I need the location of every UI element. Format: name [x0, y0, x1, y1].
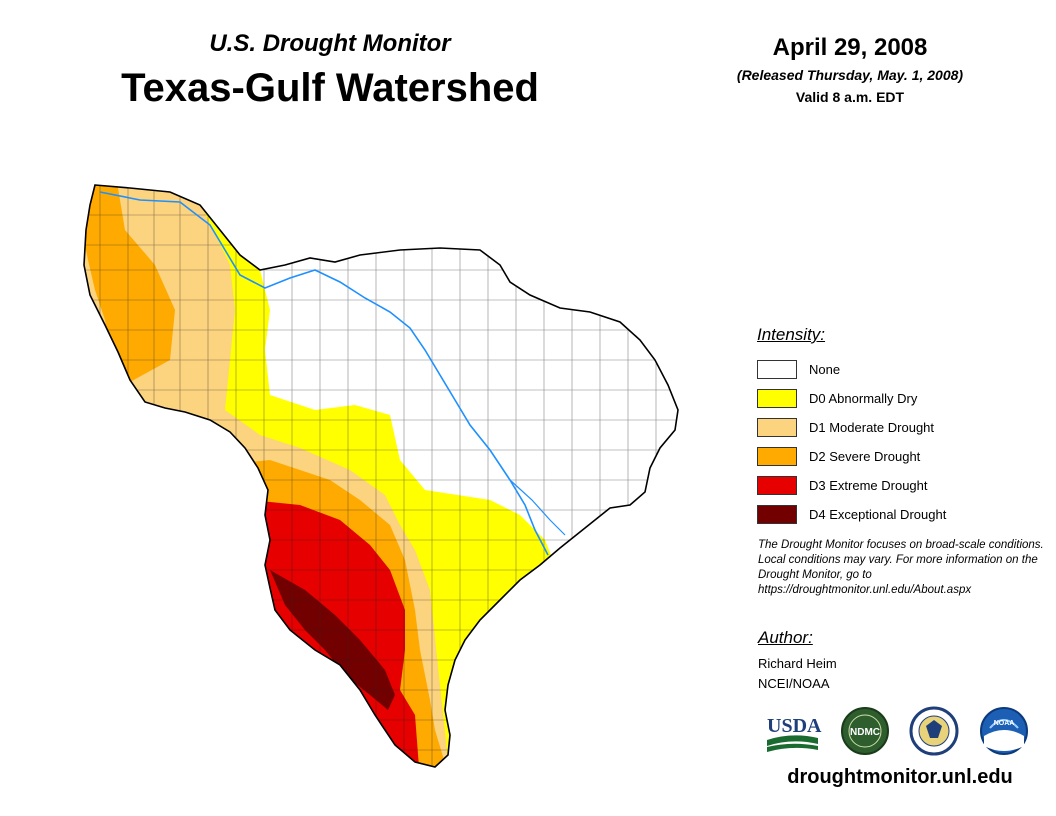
usda-logo-text: USDA [767, 715, 822, 737]
partner-logos: USDA NDMC NOAA [767, 706, 1028, 756]
legend-label: D4 Exceptional Drought [809, 507, 947, 522]
legend-label: D0 Abnormally Dry [809, 391, 918, 406]
valid-time: Valid 8 a.m. EDT [795, 89, 905, 105]
legend-label: None [809, 362, 841, 377]
map-title: Texas-Gulf Watershed [121, 66, 539, 110]
legend-item: D3 Extreme Drought [757, 471, 1047, 500]
legend-item: D0 Abnormally Dry [757, 384, 1047, 413]
footer-url[interactable]: droughtmonitor.unl.edu [787, 766, 1013, 788]
legend-label: D1 Moderate Drought [809, 420, 935, 435]
ndmc-logo: NDMC [841, 707, 889, 755]
legend-swatch [757, 418, 797, 437]
legend: Intensity: None D0 Abnormally Dry D1 Moder… [757, 325, 1047, 529]
author-name: Richard Heim [758, 656, 837, 671]
legend-item: None [757, 355, 1047, 384]
map-date: April 29, 2008 [772, 34, 928, 61]
legend-title: Intensity: [757, 325, 826, 344]
legend-swatch [757, 389, 797, 408]
author-org: NCEI/NOAA [758, 676, 830, 691]
legend-swatch [757, 447, 797, 466]
legend-swatch [757, 360, 797, 379]
legend-item: D4 Exceptional Drought [757, 500, 1047, 529]
legend-swatch [757, 505, 797, 524]
noaa-logo: NOAA [980, 707, 1028, 755]
info-note: The Drought Monitor focuses on broad-sca… [758, 539, 1044, 596]
legend-label: D2 Severe Drought [809, 449, 921, 464]
release-date: (Released Thursday, May. 1, 2008) [736, 67, 964, 83]
ndmc-logo-text: NDMC [850, 727, 880, 738]
legend-item: D1 Moderate Drought [757, 413, 1047, 442]
commerce-seal-logo [909, 706, 959, 756]
author-heading: Author: [758, 628, 813, 647]
usda-logo: USDA [767, 715, 822, 752]
legend-label: D3 Extreme Drought [809, 478, 928, 493]
map-subtitle: U.S. Drought Monitor [209, 30, 451, 57]
legend-swatch [757, 476, 797, 495]
drought-map [83, 184, 679, 768]
noaa-logo-text: NOAA [994, 720, 1015, 727]
legend-item: D2 Severe Drought [757, 442, 1047, 471]
